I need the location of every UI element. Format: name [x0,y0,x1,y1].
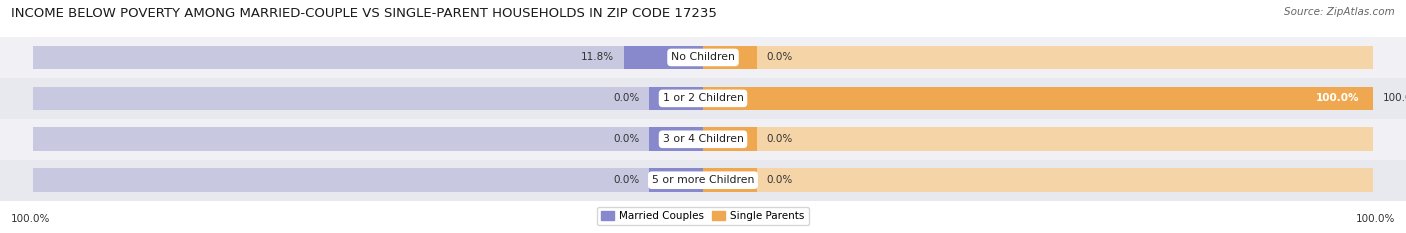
Bar [703,168,756,192]
Text: No Children: No Children [671,52,735,62]
Bar [650,168,703,192]
Bar [34,127,703,151]
Text: INCOME BELOW POVERTY AMONG MARRIED-COUPLE VS SINGLE-PARENT HOUSEHOLDS IN ZIP COD: INCOME BELOW POVERTY AMONG MARRIED-COUPL… [11,7,717,20]
Text: 1 or 2 Children: 1 or 2 Children [662,93,744,103]
Legend: Married Couples, Single Parents: Married Couples, Single Parents [598,207,808,226]
Bar [0,119,1406,160]
Text: 100.0%: 100.0% [11,214,51,224]
Text: 0.0%: 0.0% [766,134,793,144]
Text: 100.0%: 100.0% [1355,214,1395,224]
Bar [34,86,703,110]
Bar [650,86,703,110]
Bar [650,127,703,151]
Bar [703,168,1372,192]
Bar [0,78,1406,119]
Text: 3 or 4 Children: 3 or 4 Children [662,134,744,144]
Bar [0,160,1406,201]
Text: 0.0%: 0.0% [613,93,640,103]
Text: 0.0%: 0.0% [613,175,640,185]
Bar [34,46,703,69]
Bar [703,127,756,151]
Bar [703,46,1372,69]
Text: Source: ZipAtlas.com: Source: ZipAtlas.com [1284,7,1395,17]
Bar [0,37,1406,78]
Text: 0.0%: 0.0% [766,52,793,62]
Text: 11.8%: 11.8% [581,52,614,62]
Text: 5 or more Children: 5 or more Children [652,175,754,185]
Bar [703,86,1372,110]
Text: 100.0%: 100.0% [1382,93,1406,103]
Bar [703,127,1372,151]
Bar [703,46,756,69]
Text: 0.0%: 0.0% [766,175,793,185]
Bar [703,86,1372,110]
Text: 0.0%: 0.0% [613,134,640,144]
Text: 100.0%: 100.0% [1316,93,1360,103]
Bar [34,168,703,192]
Bar [624,46,703,69]
